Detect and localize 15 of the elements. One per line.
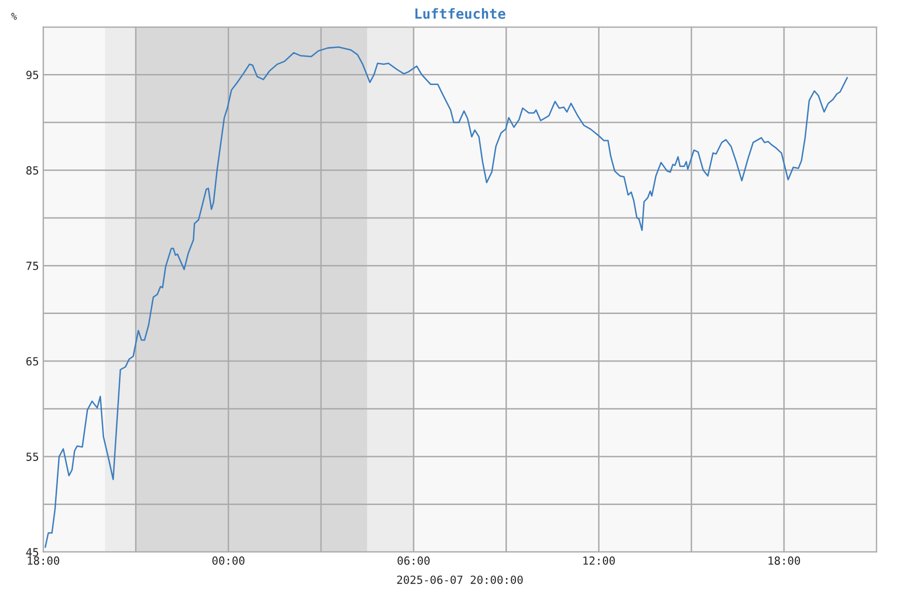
x-tick-label: 18:00 <box>28 556 60 565</box>
x-axis-title: 2025-06-07 20:00:00 <box>397 576 523 584</box>
line-series <box>44 46 848 548</box>
y-tick-label: 65 <box>26 357 38 366</box>
y-tick-label: 45 <box>26 548 38 556</box>
y-tick-label: 95 <box>26 70 38 80</box>
chart-title: Luftfeuchte <box>415 8 506 19</box>
y-axis-title: % <box>11 12 17 20</box>
x-tick-label: 18:00 <box>768 556 800 565</box>
y-tick-label: 75 <box>26 262 38 270</box>
x-tick-label: 00:00 <box>212 556 244 565</box>
x-tick-label: 12:00 <box>583 556 615 565</box>
y-tick-label: 55 <box>26 452 38 461</box>
y-tick-label: 85 <box>26 166 38 175</box>
x-tick-label: 06:00 <box>398 556 430 565</box>
